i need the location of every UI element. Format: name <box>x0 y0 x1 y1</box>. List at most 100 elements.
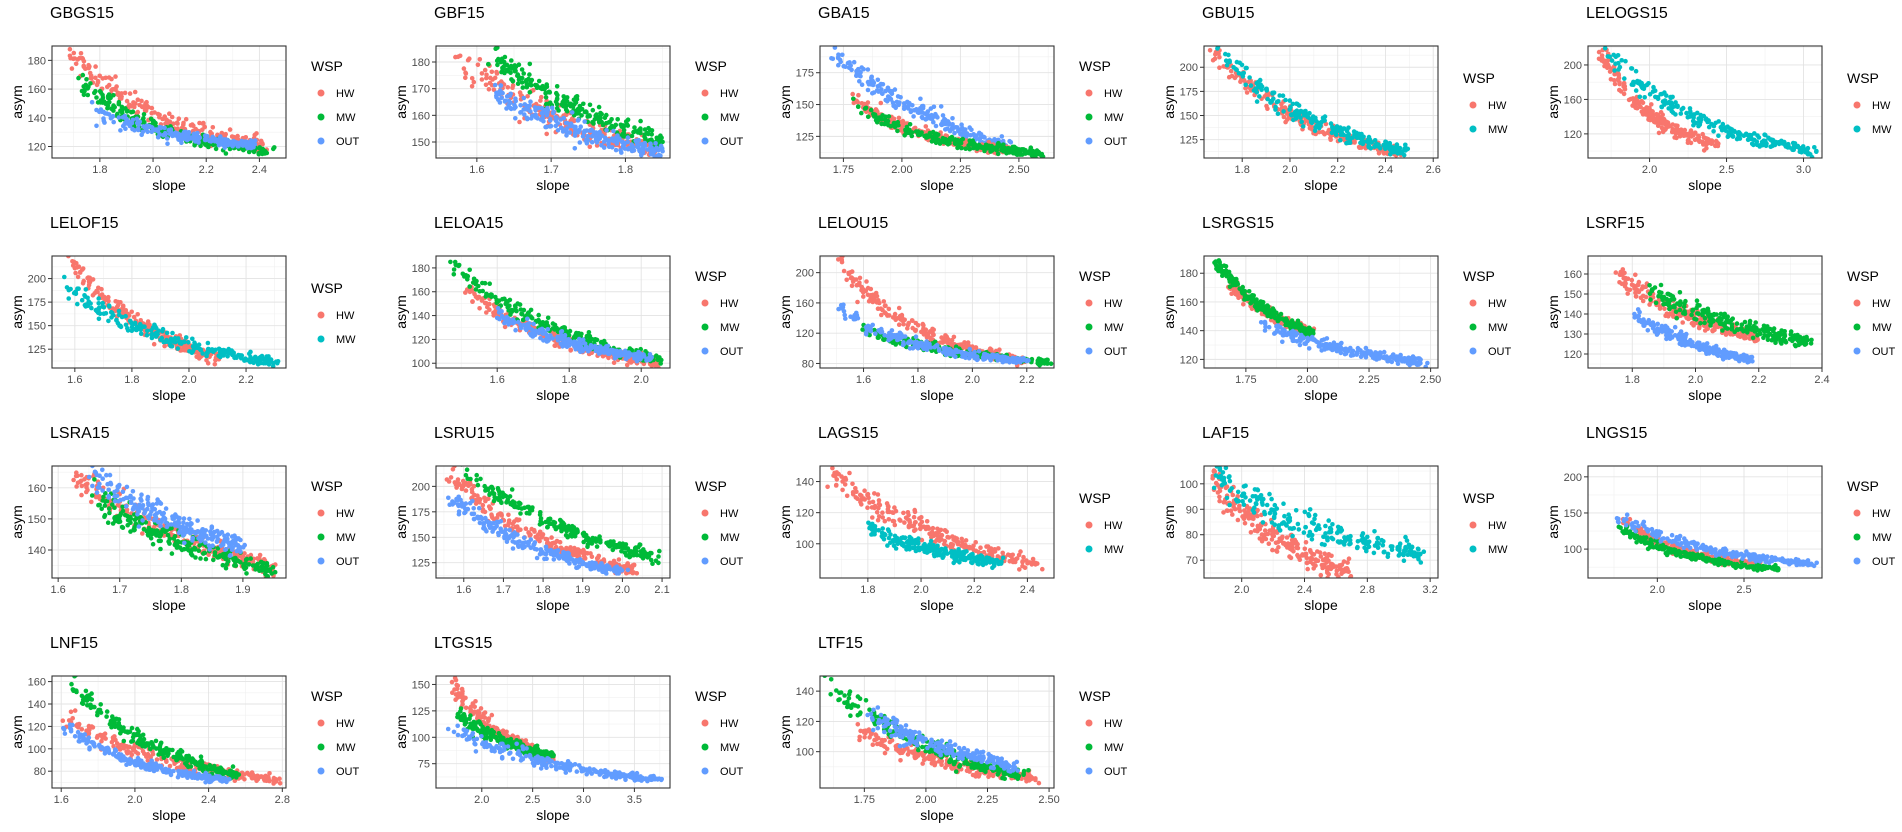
scatter-point <box>968 133 973 138</box>
scatter-point <box>905 326 910 331</box>
legend-label: HW <box>720 298 739 310</box>
legend-item-hw: HW <box>317 310 355 322</box>
scatter-point <box>528 109 533 114</box>
scatter-point <box>611 128 616 134</box>
scatter-point <box>1662 102 1667 107</box>
scatter-point <box>525 116 530 122</box>
legend-key-dot <box>317 113 325 121</box>
scatter-point <box>132 326 138 332</box>
scatter-point <box>1354 130 1359 136</box>
scatter-point <box>190 336 195 342</box>
scatter-point <box>505 85 511 90</box>
scatter-point <box>613 147 619 153</box>
scatter-point <box>220 142 225 147</box>
points-layer <box>448 259 664 368</box>
scatter-point <box>113 299 118 304</box>
scatter-point <box>548 116 553 122</box>
scatter-point <box>90 293 96 298</box>
scatter-point <box>1264 91 1269 97</box>
legend-title: WSP <box>695 58 727 74</box>
scatter-point <box>512 319 517 325</box>
scatter-point <box>893 105 898 111</box>
scatter-point <box>467 284 473 289</box>
scatter-point <box>606 138 611 143</box>
scatter-point <box>868 296 873 301</box>
scatter-point <box>931 332 936 338</box>
scatter-point <box>574 96 580 102</box>
scatter-point <box>101 311 107 317</box>
scatter-point <box>614 350 620 356</box>
plot-border <box>51 45 287 159</box>
scatter-point <box>476 283 481 289</box>
scatter-point <box>1295 101 1300 107</box>
scatter-point <box>175 126 180 131</box>
scatter-point <box>1642 83 1647 89</box>
scatter-point <box>596 104 602 110</box>
scatter-point <box>75 274 81 280</box>
scatter-point <box>119 314 125 320</box>
scatter-point <box>83 287 89 292</box>
scatter-point <box>629 133 635 139</box>
scatter-point <box>85 92 91 98</box>
x-tick-label: 2.0 <box>145 164 160 176</box>
scatter-point <box>1670 110 1676 115</box>
scatter-point <box>136 122 142 128</box>
scatter-point <box>924 116 930 121</box>
scatter-point <box>202 124 207 129</box>
scatter-point <box>1633 88 1639 93</box>
scatter-point <box>569 110 575 115</box>
y-tick-label: 150 <box>1180 111 1198 123</box>
scatter-point <box>1244 65 1249 71</box>
scatter-point <box>115 302 121 308</box>
scatter-point <box>498 59 504 65</box>
scatter-point <box>480 280 485 286</box>
scatter-point <box>841 63 846 69</box>
scatter-point <box>527 90 533 95</box>
scatter-point <box>1010 147 1015 153</box>
points-layer <box>1207 46 1411 158</box>
scatter-point <box>1039 358 1045 364</box>
scatter-point <box>605 349 611 355</box>
scatter-point <box>1605 54 1611 59</box>
scatter-point <box>1290 101 1296 107</box>
scatter-point <box>1281 114 1287 120</box>
y-axis-label: asym <box>393 295 409 328</box>
scatter-point <box>1749 136 1754 142</box>
scatter-point <box>191 123 196 129</box>
scatter-point <box>553 123 559 129</box>
scatter-point <box>598 110 603 116</box>
legend-key-dot <box>1853 101 1861 109</box>
scatter-point <box>1244 90 1250 95</box>
legend-item-out: OUT <box>701 346 744 358</box>
points-layer <box>453 46 665 158</box>
scatter-point <box>248 143 254 148</box>
x-tick-label: 3.0 <box>1796 164 1811 176</box>
scatter-point <box>985 146 990 151</box>
scatter-point <box>141 116 146 121</box>
scatter-point <box>75 301 80 307</box>
scatter-point <box>589 133 595 139</box>
scatter-point <box>1662 98 1668 103</box>
scatter-point <box>1662 90 1667 95</box>
legend-item-hw: HW <box>701 88 739 100</box>
scatter-point <box>1638 104 1643 110</box>
scatter-point <box>93 75 98 81</box>
scatter-point <box>1704 145 1709 151</box>
scatter-point <box>131 314 137 320</box>
scatter-point <box>123 106 128 111</box>
scatter-point <box>1643 108 1649 114</box>
scatter-point <box>1213 49 1219 55</box>
scatter-point <box>574 330 579 336</box>
scatter-point <box>482 300 488 306</box>
x-tick-label: 1.8 <box>1235 164 1250 176</box>
y-axis-label: asym <box>1161 85 1177 118</box>
scatter-point <box>597 349 603 355</box>
scatter-point <box>116 308 122 314</box>
scatter-point <box>157 114 162 120</box>
scatter-point <box>564 109 570 114</box>
scatter-point <box>528 99 533 104</box>
legend-key-dot <box>317 311 325 319</box>
scatter-point <box>1364 139 1370 144</box>
